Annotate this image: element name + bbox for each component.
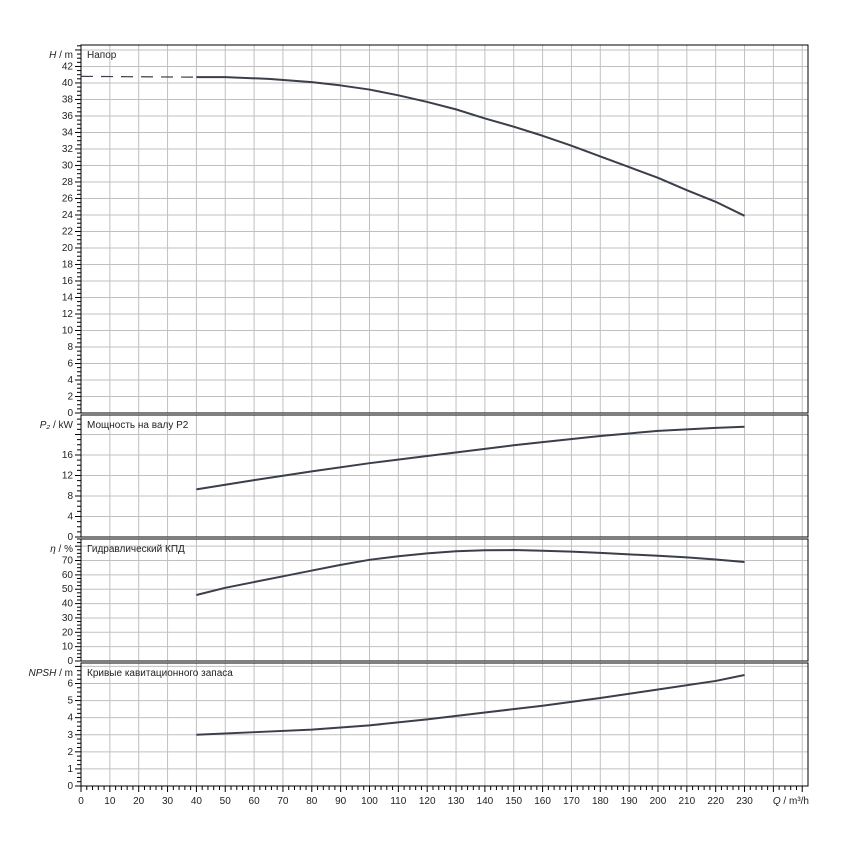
panel-title: Кривые кавитационного запаса <box>87 668 233 679</box>
y-tick-label: 4 <box>67 375 73 386</box>
x-tick-label: 140 <box>477 796 494 807</box>
y-tick-label: 0 <box>67 656 73 667</box>
x-tick-label: 50 <box>220 796 232 807</box>
x-tick-label: 70 <box>277 796 289 807</box>
y-tick-label: 12 <box>62 470 74 481</box>
y-tick-label: 22 <box>62 226 74 237</box>
y-tick-label: 8 <box>67 491 73 502</box>
curve-line <box>196 76 745 217</box>
y-tick-label: 30 <box>62 613 74 624</box>
y-tick-label: 24 <box>62 210 74 221</box>
x-tick-label: 120 <box>419 796 436 807</box>
y-tick-label: 50 <box>62 584 74 595</box>
x-tick-label: 150 <box>505 796 522 807</box>
x-tick-label: 160 <box>534 796 551 807</box>
x-tick-label: 80 <box>306 796 318 807</box>
y-axis-symbol: η <box>50 544 56 555</box>
y-axis-unit: / % <box>56 544 73 555</box>
y-tick-label: 0 <box>67 532 73 543</box>
x-tick-label: 0 <box>78 796 84 807</box>
x-tick-label: 40 <box>191 796 203 807</box>
curve-line <box>196 549 745 596</box>
y-tick-label: 42 <box>62 61 74 72</box>
y-tick-label: 14 <box>62 292 74 303</box>
x-tick-label: 10 <box>104 796 116 807</box>
y-tick-label: 26 <box>62 193 74 204</box>
y-tick-label: 6 <box>67 358 73 369</box>
x-tick-label: 190 <box>621 796 638 807</box>
y-tick-label: 70 <box>62 556 74 567</box>
y-tick-label: 28 <box>62 177 74 188</box>
y-tick-label: 18 <box>62 259 74 270</box>
y-tick-label: 0 <box>67 781 73 792</box>
x-tick-label: 60 <box>249 796 261 807</box>
y-tick-label: 6 <box>67 679 73 690</box>
y-axis-label: NPSH / m <box>29 668 73 679</box>
x-tick-label: 100 <box>361 796 378 807</box>
panel-title: Гидравлический КПД <box>87 544 185 555</box>
x-tick-label: 30 <box>162 796 174 807</box>
y-tick-label: 36 <box>62 111 74 122</box>
y-tick-label: 20 <box>62 627 74 638</box>
curve-line <box>196 425 745 491</box>
panel-1: 024681012141618202224262830323436384042H… <box>49 44 809 419</box>
y-axis-unit: / m <box>56 668 73 679</box>
x-tick-label: 170 <box>563 796 580 807</box>
y-tick-label: 4 <box>67 511 73 522</box>
y-axis-label: P₂ / kW <box>40 420 74 431</box>
panel-title: Мощность на валу P2 <box>87 420 189 431</box>
y-tick-label: 20 <box>62 243 74 254</box>
y-axis-unit: / m <box>56 50 73 61</box>
x-tick-label: 110 <box>390 796 406 807</box>
y-tick-label: 16 <box>62 276 74 287</box>
x-tick-label: 90 <box>335 796 347 807</box>
y-axis-unit: / kW <box>50 420 73 431</box>
panel-frame <box>80 414 809 538</box>
y-tick-label: 2 <box>67 391 73 402</box>
y-axis-symbol: NPSH <box>29 668 58 679</box>
x-tick-label: 130 <box>448 796 465 807</box>
y-tick-label: 8 <box>67 342 73 353</box>
y-tick-label: 30 <box>62 160 74 171</box>
panel-frame <box>80 538 809 662</box>
y-tick-label: 4 <box>67 713 73 724</box>
y-tick-label: 32 <box>62 144 74 155</box>
y-tick-label: 2 <box>67 747 73 758</box>
x-tick-label: 220 <box>707 796 724 807</box>
panel-2: 0 4 8 12 16 P₂ / kW Мощность на валу P2 <box>40 414 809 543</box>
y-axis-label: η / % <box>50 544 73 555</box>
y-tick-label: 0 <box>67 408 73 419</box>
y-tick-label: 10 <box>62 642 74 653</box>
x-tick-label: 20 <box>133 796 145 807</box>
y-axis-symbol: H <box>49 50 57 61</box>
y-tick-label: 12 <box>62 309 74 320</box>
y-tick-label: 10 <box>62 325 74 336</box>
y-axis-symbol: P₂ <box>40 420 51 431</box>
panel-frame <box>80 662 809 787</box>
x-tick-label: 200 <box>650 796 667 807</box>
y-tick-label: 60 <box>62 570 74 581</box>
x-axis-unit: / m³/h <box>781 796 809 807</box>
y-tick-label: 38 <box>62 94 74 105</box>
y-tick-label: 1 <box>67 764 73 775</box>
panel-frame <box>80 44 809 414</box>
y-tick-label: 3 <box>67 730 73 741</box>
panel-title: Напор <box>87 50 117 61</box>
y-tick-label: 5 <box>67 696 73 707</box>
curve-line <box>196 673 745 736</box>
x-tick-label: 210 <box>678 796 695 807</box>
y-tick-label: 40 <box>62 599 74 610</box>
x-axis-label: Q / m³/h <box>773 796 809 807</box>
x-tick-label: 180 <box>592 796 609 807</box>
x-tick-label: 230 <box>736 796 753 807</box>
y-tick-label: 16 <box>62 450 74 461</box>
y-tick-label: 40 <box>62 78 74 89</box>
y-tick-label: 34 <box>62 127 74 138</box>
x-axis-symbol: Q <box>773 796 781 807</box>
y-axis-label: H / m <box>49 50 73 61</box>
